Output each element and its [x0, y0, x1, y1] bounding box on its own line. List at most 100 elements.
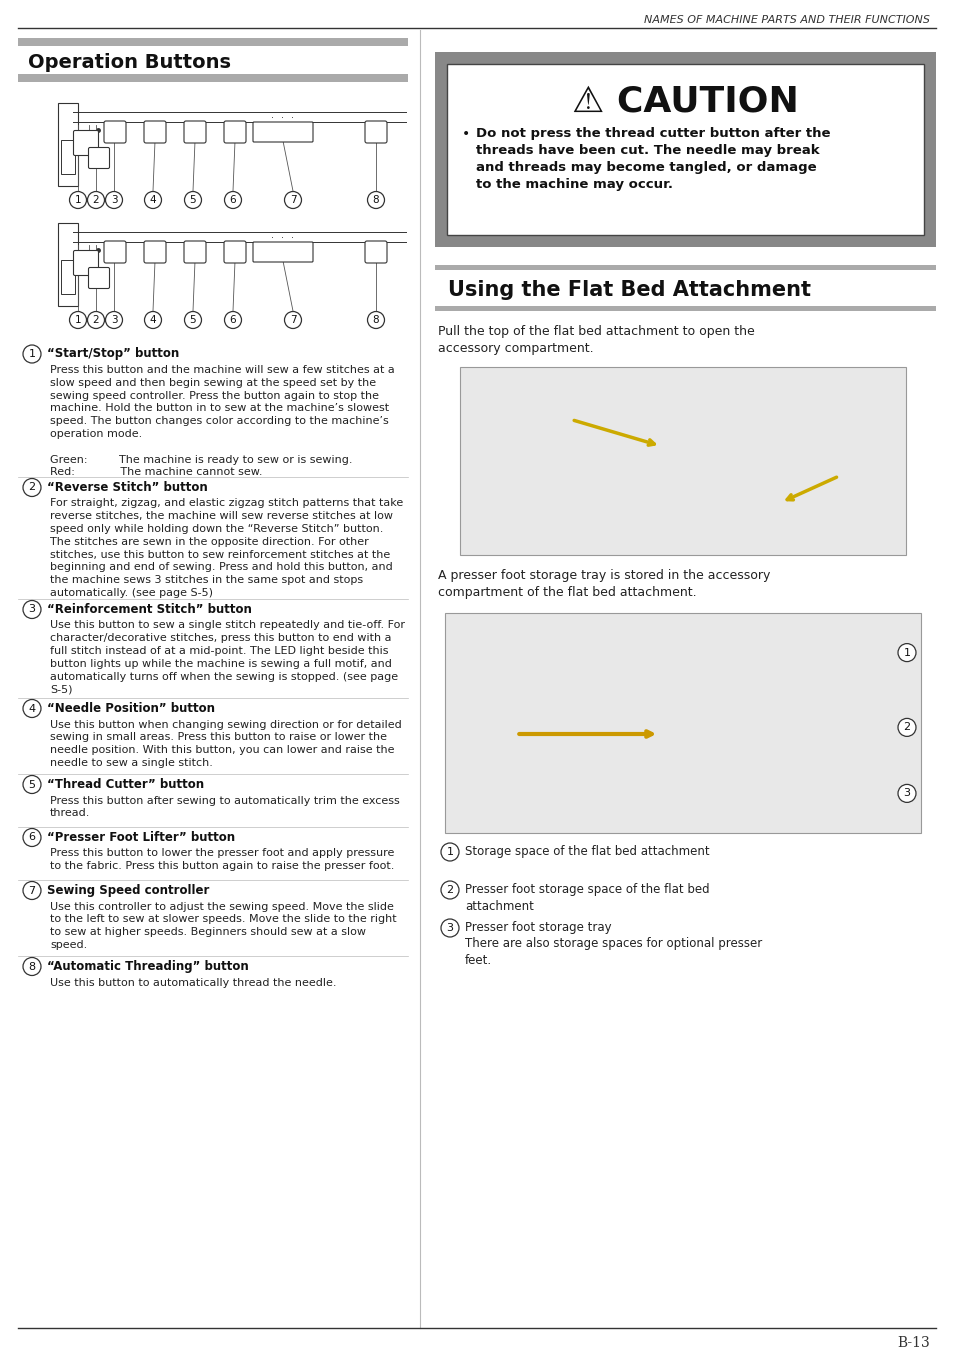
Bar	[18, 38, 408, 46]
Bar	[58, 103, 78, 186]
Text: 3: 3	[902, 788, 909, 798]
Text: 1: 1	[29, 350, 35, 359]
Text: Operation Buttons: Operation Buttons	[28, 53, 231, 72]
FancyBboxPatch shape	[144, 122, 166, 143]
Text: Use this controller to adjust the sewing speed. Move the slide
to the left to se: Use this controller to adjust the sewing…	[50, 902, 396, 950]
Circle shape	[440, 919, 458, 937]
Text: “Reverse Stitch” button: “Reverse Stitch” button	[47, 481, 208, 494]
FancyBboxPatch shape	[89, 147, 110, 169]
Bar	[18, 74, 408, 82]
Text: 4: 4	[29, 703, 35, 714]
Circle shape	[23, 775, 41, 794]
Text: 3: 3	[111, 315, 117, 325]
Text: 6: 6	[230, 194, 236, 205]
FancyBboxPatch shape	[253, 242, 313, 262]
Text: Use this button when changing sewing direction or for detailed
sewing in small a: Use this button when changing sewing dir…	[50, 720, 401, 768]
Text: Presser foot storage space of the flat bed
attachment: Presser foot storage space of the flat b…	[464, 883, 709, 913]
Circle shape	[23, 957, 41, 976]
Circle shape	[23, 346, 41, 363]
Bar	[435, 53, 935, 247]
Text: 3: 3	[29, 605, 35, 614]
Text: ·: ·	[272, 234, 274, 243]
Text: 4: 4	[150, 194, 156, 205]
FancyBboxPatch shape	[89, 267, 110, 289]
FancyBboxPatch shape	[73, 131, 98, 155]
FancyBboxPatch shape	[253, 122, 313, 142]
Bar	[435, 306, 935, 310]
Bar	[447, 63, 923, 235]
Text: 5: 5	[190, 194, 196, 205]
Text: 2: 2	[29, 482, 35, 493]
Text: 8: 8	[29, 961, 35, 972]
Text: A presser foot storage tray is stored in the accessory
compartment of the flat b: A presser foot storage tray is stored in…	[437, 568, 770, 599]
Circle shape	[88, 192, 105, 208]
Text: B-13: B-13	[897, 1336, 929, 1350]
Text: 1: 1	[446, 846, 453, 857]
FancyBboxPatch shape	[184, 122, 206, 143]
Bar	[58, 223, 78, 306]
FancyBboxPatch shape	[365, 122, 387, 143]
Circle shape	[23, 882, 41, 899]
Text: “Start/Stop” button: “Start/Stop” button	[47, 347, 179, 360]
Text: ·: ·	[292, 113, 294, 123]
Circle shape	[367, 192, 384, 208]
Text: ·: ·	[292, 234, 294, 243]
FancyBboxPatch shape	[224, 122, 246, 143]
Circle shape	[224, 312, 241, 328]
Bar	[18, 46, 408, 74]
Text: 1: 1	[902, 648, 909, 657]
FancyBboxPatch shape	[144, 242, 166, 263]
Text: 7: 7	[290, 315, 296, 325]
Text: “Presser Foot Lifter” button: “Presser Foot Lifter” button	[47, 832, 234, 844]
Circle shape	[88, 312, 105, 328]
Circle shape	[23, 699, 41, 717]
Text: 8: 8	[373, 194, 379, 205]
Text: 2: 2	[92, 194, 99, 205]
Text: “Reinforcement Stitch” button: “Reinforcement Stitch” button	[47, 603, 252, 616]
Bar	[61, 139, 75, 174]
Text: ⚠ CAUTION: ⚠ CAUTION	[572, 85, 798, 119]
Text: ·: ·	[272, 113, 274, 123]
Text: 6: 6	[29, 833, 35, 842]
Text: 5: 5	[190, 315, 196, 325]
Text: “Automatic Threading” button: “Automatic Threading” button	[47, 960, 249, 973]
Text: Presser foot storage tray
There are also storage spaces for optional presser
fee: Presser foot storage tray There are also…	[464, 921, 761, 967]
Text: 6: 6	[230, 315, 236, 325]
FancyBboxPatch shape	[104, 242, 126, 263]
Text: 1: 1	[74, 194, 81, 205]
Text: Press this button after sewing to automatically trim the excess
thread.: Press this button after sewing to automa…	[50, 795, 399, 818]
Text: Use this button to automatically thread the needle.: Use this button to automatically thread …	[50, 977, 336, 987]
Text: 3: 3	[111, 194, 117, 205]
Text: “Needle Position” button: “Needle Position” button	[47, 702, 214, 716]
Text: Use this button to sew a single stitch repeatedly and tie-off. For
character/dec: Use this button to sew a single stitch r…	[50, 621, 405, 694]
Circle shape	[897, 784, 915, 802]
Circle shape	[284, 192, 301, 208]
Circle shape	[23, 601, 41, 618]
Text: Storage space of the flat bed attachment: Storage space of the flat bed attachment	[464, 845, 709, 859]
Text: 5: 5	[29, 779, 35, 790]
Circle shape	[367, 312, 384, 328]
FancyBboxPatch shape	[365, 242, 387, 263]
Circle shape	[284, 312, 301, 328]
Text: Using the Flat Bed Attachment: Using the Flat Bed Attachment	[448, 279, 810, 300]
Text: 7: 7	[290, 194, 296, 205]
Circle shape	[70, 192, 87, 208]
Circle shape	[144, 312, 161, 328]
Circle shape	[23, 829, 41, 846]
Text: Sewing Speed controller: Sewing Speed controller	[47, 884, 209, 896]
Circle shape	[106, 312, 122, 328]
Text: NAMES OF MACHINE PARTS AND THEIR FUNCTIONS: NAMES OF MACHINE PARTS AND THEIR FUNCTIO…	[643, 15, 929, 26]
Text: •: •	[461, 127, 470, 140]
Text: 3: 3	[446, 923, 453, 933]
Circle shape	[440, 842, 458, 861]
Circle shape	[106, 192, 122, 208]
Text: 7: 7	[29, 886, 35, 895]
Text: Do not press the thread cutter button after the
threads have been cut. The needl: Do not press the thread cutter button af…	[476, 127, 830, 190]
Text: 2: 2	[902, 722, 909, 733]
Text: For straight, zigzag, and elastic zigzag stitch patterns that take
reverse stitc: For straight, zigzag, and elastic zigzag…	[50, 498, 403, 598]
Text: 4: 4	[150, 315, 156, 325]
Text: “Thread Cutter” button: “Thread Cutter” button	[47, 778, 204, 791]
Text: 8: 8	[373, 315, 379, 325]
Circle shape	[184, 312, 201, 328]
Circle shape	[144, 192, 161, 208]
